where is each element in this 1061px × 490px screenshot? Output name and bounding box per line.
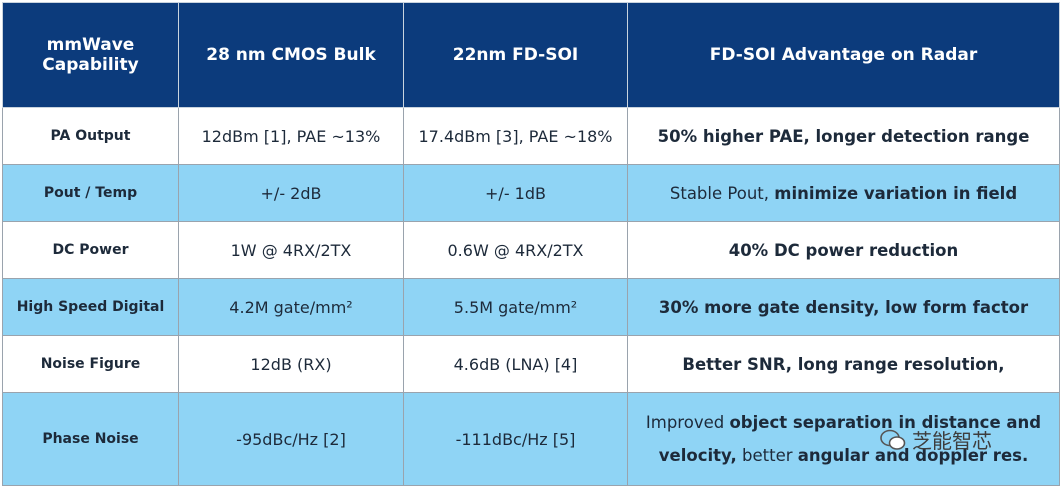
- value-cell: +/- 1dB: [403, 164, 628, 222]
- advantage-cell: Stable Pout, minimize variation in field: [627, 164, 1060, 222]
- value-cell: 17.4dBm [3], PAE ~18%: [403, 107, 628, 165]
- text-run: 40% DC power reduction: [728, 240, 959, 260]
- text-run: 50% higher PAE, longer detection range: [657, 126, 1030, 146]
- row-label: High Speed Digital: [2, 278, 179, 336]
- value-cell: 1W @ 4RX/2TX: [178, 221, 404, 279]
- header-cell: 28 nm CMOS Bulk: [178, 2, 404, 108]
- row-label: PA Output: [2, 107, 179, 165]
- advantage-cell: 50% higher PAE, longer detection range: [627, 107, 1060, 165]
- wechat-icon: [880, 429, 906, 450]
- row-label: Noise Figure: [2, 335, 179, 393]
- value-cell: 12dB (RX): [178, 335, 404, 393]
- value-cell: 12dBm [1], PAE ~13%: [178, 107, 404, 165]
- advantage-cell: 40% DC power reduction: [627, 221, 1060, 279]
- row-label: DC Power: [2, 221, 179, 279]
- table-row: Noise Figure 12dB (RX) 4.6dB (LNA) [4] Bett…: [2, 335, 1060, 393]
- header-cell: mmWave Capability: [2, 2, 179, 108]
- header-row: mmWave Capability 28 nm CMOS Bulk 22nm FD-…: [2, 2, 1060, 108]
- advantage-cell: 30% more gate density, low form factor: [627, 278, 1060, 336]
- text-run: angular and doppler res.: [797, 446, 1029, 465]
- text-run: object separation in distance and veloci…: [658, 413, 1042, 465]
- text-run: 30% more gate density, low form factor: [658, 297, 1029, 317]
- value-cell: -111dBc/Hz [5]: [403, 392, 628, 486]
- table-row: Pout / Temp +/- 2dB +/- 1dB Stable Pout, mi…: [2, 164, 1060, 222]
- table-row: DC Power 1W @ 4RX/2TX 0.6W @ 4RX/2TX 40% DC…: [2, 221, 1060, 279]
- value-cell: 4.6dB (LNA) [4]: [403, 335, 628, 393]
- text-run: Better SNR, long range resolution,: [682, 354, 1005, 374]
- advantage-cell: Improved object separation in distance a…: [627, 392, 1060, 486]
- table-body: PA Output 12dBm [1], PAE ~13% 17.4dBm [3],…: [2, 107, 1060, 486]
- header-cell: 22nm FD-SOI: [403, 2, 628, 108]
- table-row: PA Output 12dBm [1], PAE ~13% 17.4dBm [3],…: [2, 107, 1060, 165]
- text-run: Stable Pout,: [669, 183, 775, 203]
- text-run: Improved: [645, 413, 730, 432]
- table-row: High Speed Digital 4.2M gate/mm² 5.5M gate…: [2, 278, 1060, 336]
- text-run: minimize variation in field: [774, 183, 1018, 203]
- value-cell: 4.2M gate/mm²: [178, 278, 404, 336]
- header-cell: FD-SOI Advantage on Radar: [627, 2, 1060, 108]
- advantage-cell: Better SNR, long range resolution,: [627, 335, 1060, 393]
- value-cell: 0.6W @ 4RX/2TX: [403, 221, 628, 279]
- text-run: better: [736, 446, 798, 465]
- row-label: Pout / Temp: [2, 164, 179, 222]
- watermark-text: 芝能智芯: [912, 429, 992, 453]
- value-cell: +/- 2dB: [178, 164, 404, 222]
- value-cell: 5.5M gate/mm²: [403, 278, 628, 336]
- row-label: Phase Noise: [2, 392, 179, 486]
- table-row: Phase Noise -95dBc/Hz [2] -111dBc/Hz [5] Im…: [2, 392, 1060, 486]
- value-cell: -95dBc/Hz [2]: [178, 392, 404, 486]
- watermark: 芝能智芯: [880, 425, 992, 454]
